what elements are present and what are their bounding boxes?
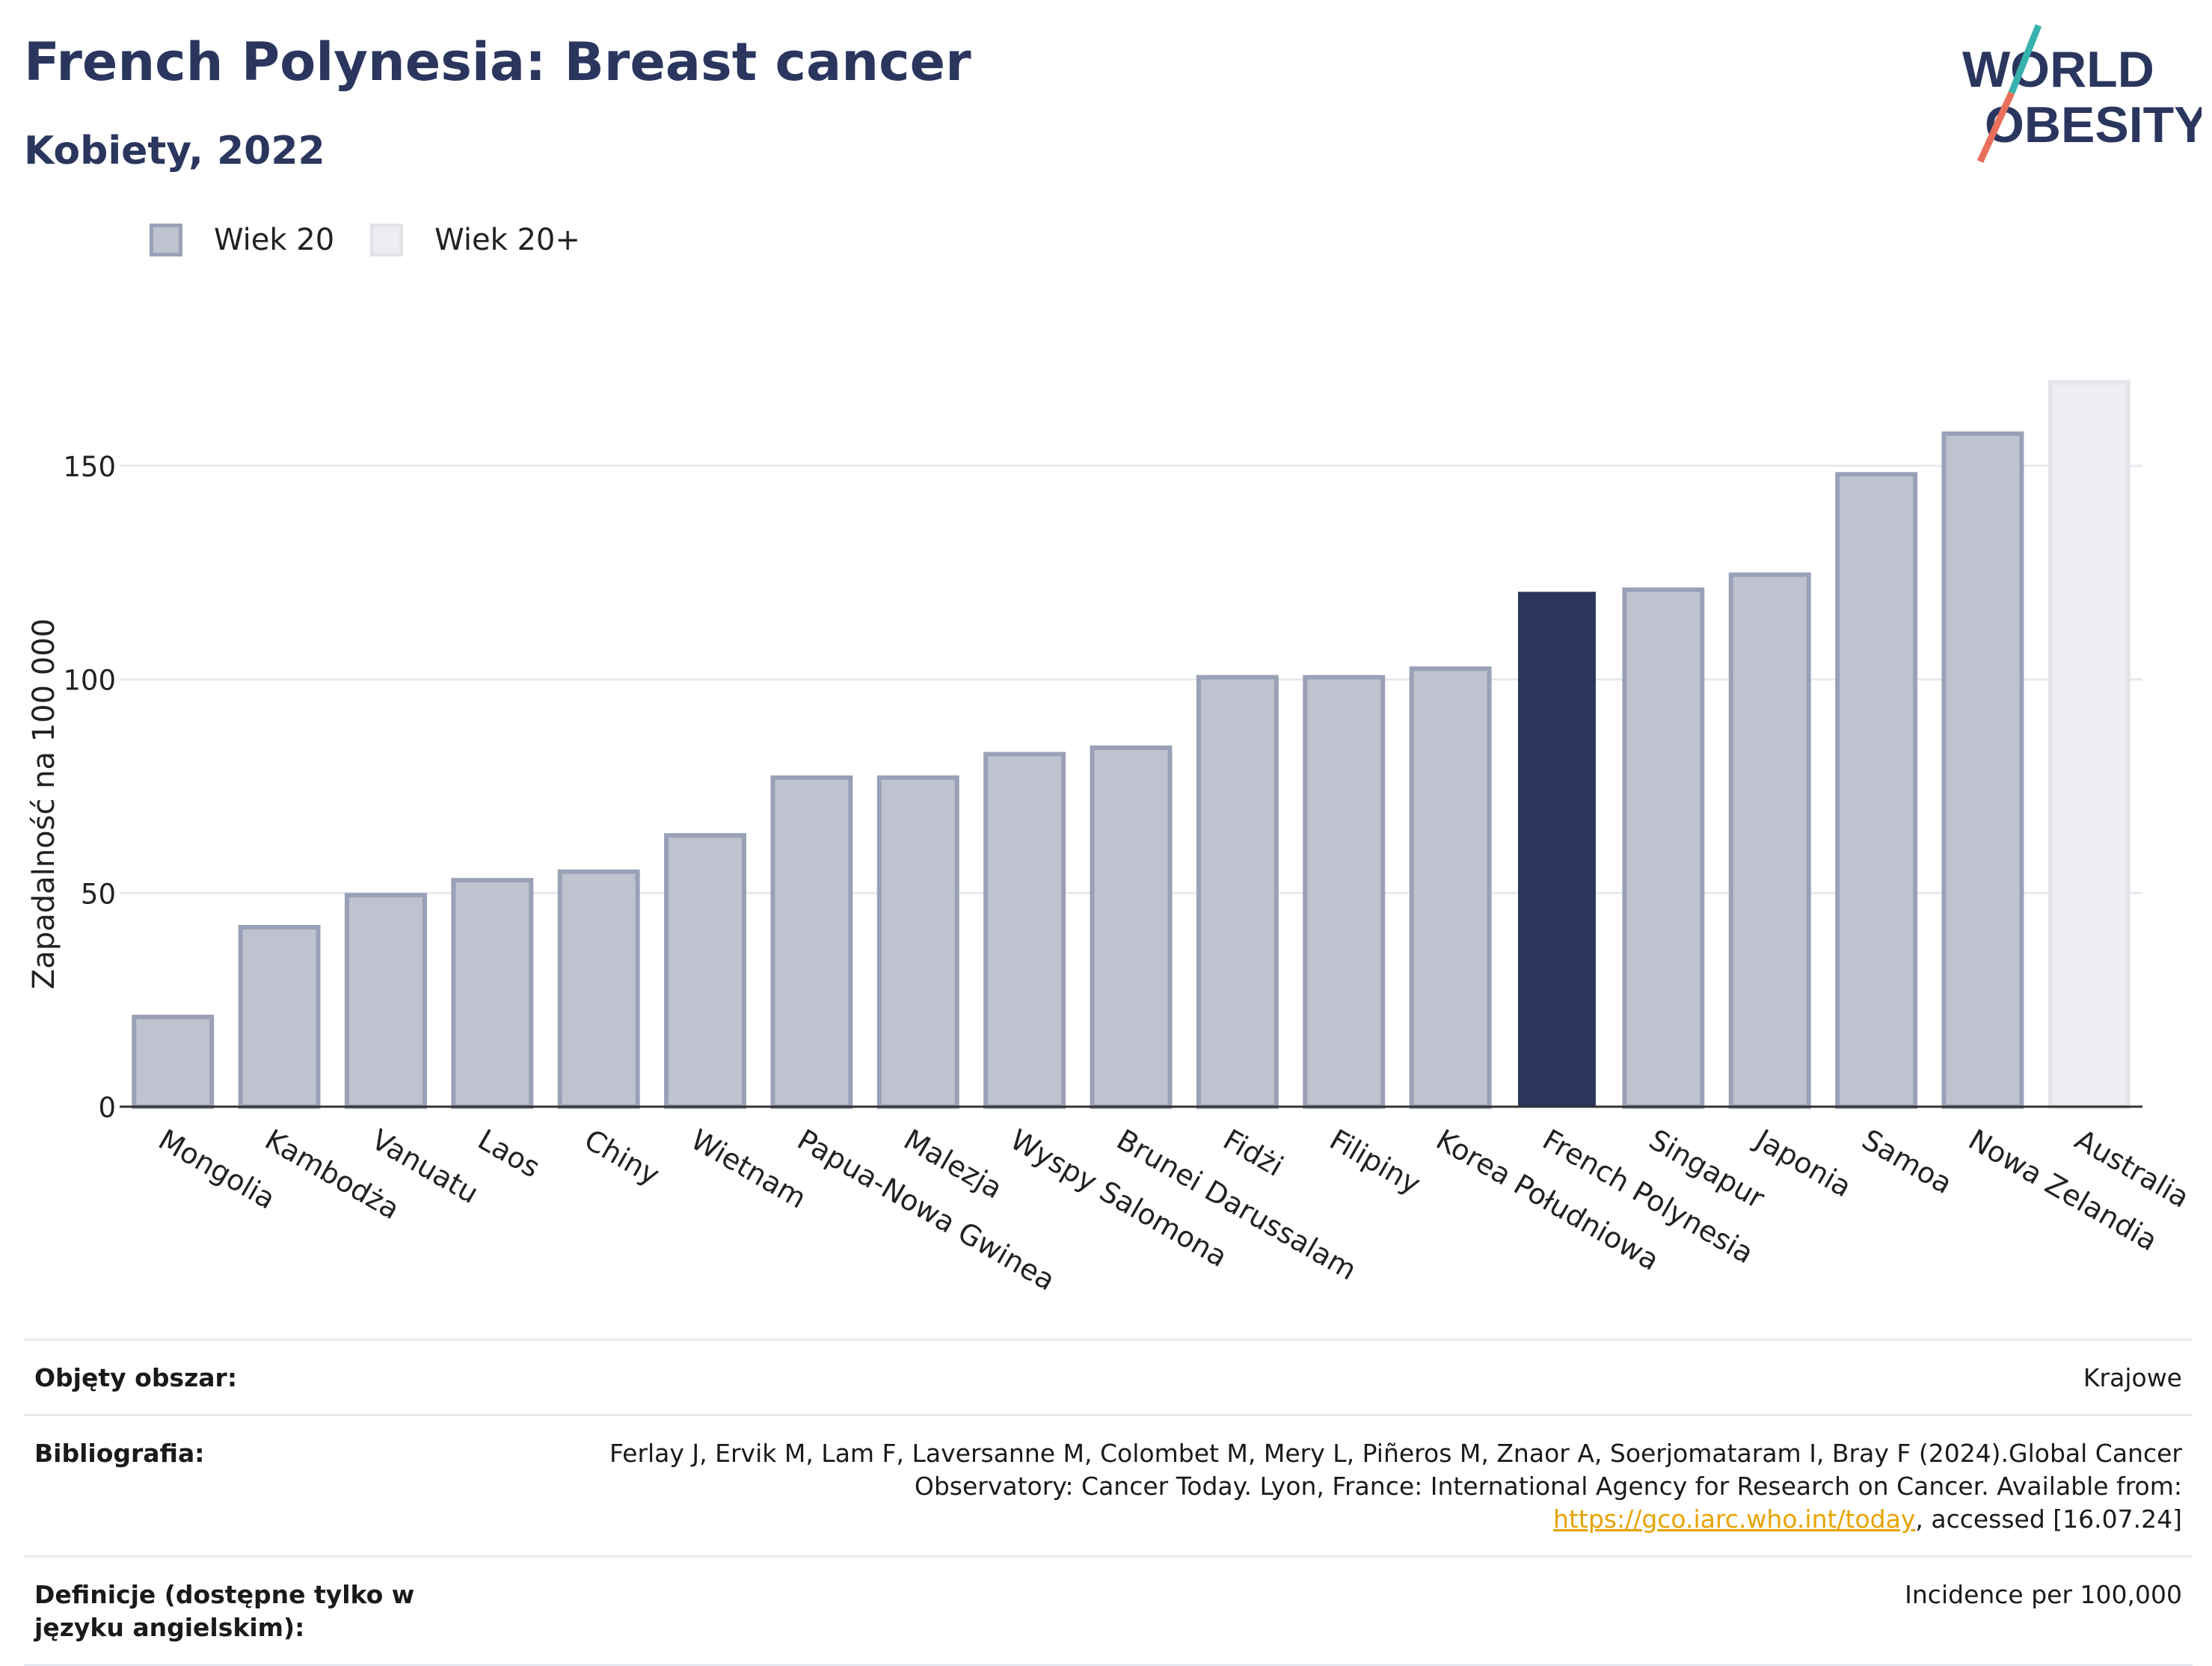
meta-row-definitions: Definicje (dostępne tylko w języku angie… <box>24 1555 2193 1666</box>
legend-item-age20[interactable]: Wiek 20 <box>150 223 334 257</box>
bar[interactable] <box>344 893 427 1110</box>
bibliography-link[interactable]: https://gco.iarc.who.int/today <box>1553 1504 1916 1534</box>
x-tick-label: Wietnam <box>686 1123 812 1215</box>
bibliography-value: Ferlay J, Ervik M, Lam F, Laversanne M, … <box>574 1437 2182 1536</box>
bar[interactable] <box>1409 666 1492 1109</box>
bar[interactable] <box>664 833 746 1110</box>
x-tick-label: Chiny <box>579 1123 665 1192</box>
legend-item-age20plus[interactable]: Wiek 20+ <box>370 223 580 257</box>
x-tick-label: Nowa Zelandia <box>1963 1123 2163 1258</box>
meta-row-coverage: Objęty obszar: Krajowe <box>24 1338 2193 1414</box>
bar[interactable] <box>1835 472 1918 1110</box>
x-tick-label: Mongolia <box>153 1123 281 1216</box>
legend-swatch-age20 <box>150 224 182 256</box>
logo-line1: WORLD <box>1962 41 2154 98</box>
y-tick-label: 150 <box>63 451 116 483</box>
metadata-table: Objęty obszar: Krajowe Bibliografia: Fer… <box>24 1338 2193 1666</box>
definitions-value: Incidence per 100,000 <box>1905 1580 2182 1609</box>
logo-line2: OBESITY <box>1985 96 2202 153</box>
bar[interactable] <box>1622 587 1705 1110</box>
chart-legend: Wiek 20 Wiek 20+ <box>150 223 616 257</box>
bibliography-text: Ferlay J, Ervik M, Lam F, Laversanne M, … <box>609 1439 2182 1501</box>
bar[interactable] <box>1728 572 1811 1110</box>
bar[interactable] <box>1196 674 1279 1109</box>
x-tick-label: Laos <box>473 1123 546 1184</box>
bar[interactable] <box>770 775 853 1109</box>
bar[interactable] <box>132 1015 215 1109</box>
meta-row-bibliography: Bibliografia: Ferlay J, Ervik M, Lam F, … <box>24 1414 2193 1555</box>
page-title: French Polynesia: Breast cancer <box>24 31 971 93</box>
bar[interactable] <box>557 869 640 1109</box>
bar[interactable] <box>1303 674 1386 1109</box>
legend-swatch-age20plus <box>370 224 404 256</box>
legend-label-age20: Wiek 20 <box>214 223 335 257</box>
coverage-label: Objęty obszar: <box>34 1363 238 1392</box>
bar[interactable] <box>1090 746 1173 1109</box>
x-tick-label: Samoa <box>1857 1123 1958 1201</box>
page-subtitle: Kobiety, 2022 <box>24 129 325 173</box>
x-tick-label: Filipiny <box>1324 1123 1426 1201</box>
bar[interactable] <box>2047 380 2130 1109</box>
bar[interactable] <box>451 878 534 1110</box>
definitions-label: Definicje (dostępne tylko w języku angie… <box>34 1580 415 1642</box>
y-tick-label: 0 <box>98 1092 116 1124</box>
bar[interactable] <box>876 775 959 1109</box>
bar[interactable] <box>1518 591 1596 1107</box>
legend-label-age20plus: Wiek 20+ <box>434 223 580 257</box>
bar[interactable] <box>238 925 321 1109</box>
y-tick-label: 50 <box>81 878 116 910</box>
coverage-value: Krajowe <box>2083 1363 2182 1392</box>
y-axis-title: Zapadalność na 100 000 <box>27 618 61 989</box>
y-tick-label: 100 <box>63 665 116 697</box>
bar[interactable] <box>1941 431 2024 1109</box>
world-obesity-logo: WORLD OBESITY <box>1962 24 2202 163</box>
bar[interactable] <box>983 751 1066 1109</box>
x-tick-label: Fidżi <box>1217 1123 1288 1183</box>
bibliography-label: Bibliografia: <box>34 1439 205 1468</box>
bibliography-accessed: , accessed [16.07.24] <box>1915 1504 2182 1534</box>
